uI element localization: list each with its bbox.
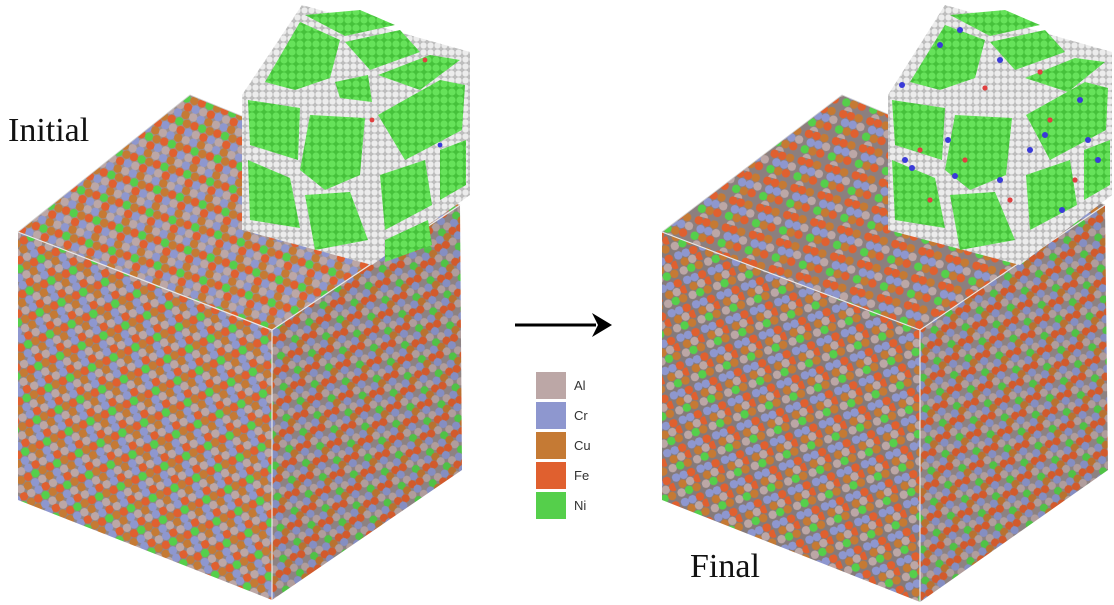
legend-label-ni: Ni — [574, 497, 587, 513]
initial-front-face — [18, 232, 272, 600]
final-label: Final — [690, 548, 760, 585]
final-right-face — [920, 205, 1108, 602]
legend-swatch-fe — [536, 461, 566, 489]
initial-structure — [17, 5, 470, 600]
final-structure — [661, 5, 1112, 602]
legend-swatch-ni — [536, 491, 566, 519]
legend-swatch-cu — [536, 431, 566, 459]
legend-item-fe: Fe — [536, 460, 606, 490]
legend-swatch-cr — [536, 401, 566, 429]
legend-swatch-al — [536, 371, 566, 399]
element-legend: Al Cr Cu Fe Ni — [536, 370, 606, 520]
legend-item-al: Al — [536, 370, 606, 400]
legend-label-cr: Cr — [574, 407, 588, 423]
legend-item-ni: Ni — [536, 490, 606, 520]
legend-item-cu: Cu — [536, 430, 606, 460]
final-grain-inset — [888, 5, 1112, 265]
legend-label-fe: Fe — [574, 467, 590, 483]
legend-label-al: Al — [574, 377, 586, 393]
initial-right-face — [272, 205, 462, 600]
initial-grain-inset — [242, 5, 470, 265]
initial-label: Initial — [8, 112, 90, 149]
initial-top-face — [18, 95, 460, 330]
final-top-face — [662, 95, 1105, 330]
final-front-face — [662, 232, 920, 602]
legend-label-cu: Cu — [574, 437, 591, 453]
legend-item-cr: Cr — [536, 400, 606, 430]
transition-arrow — [515, 313, 612, 337]
